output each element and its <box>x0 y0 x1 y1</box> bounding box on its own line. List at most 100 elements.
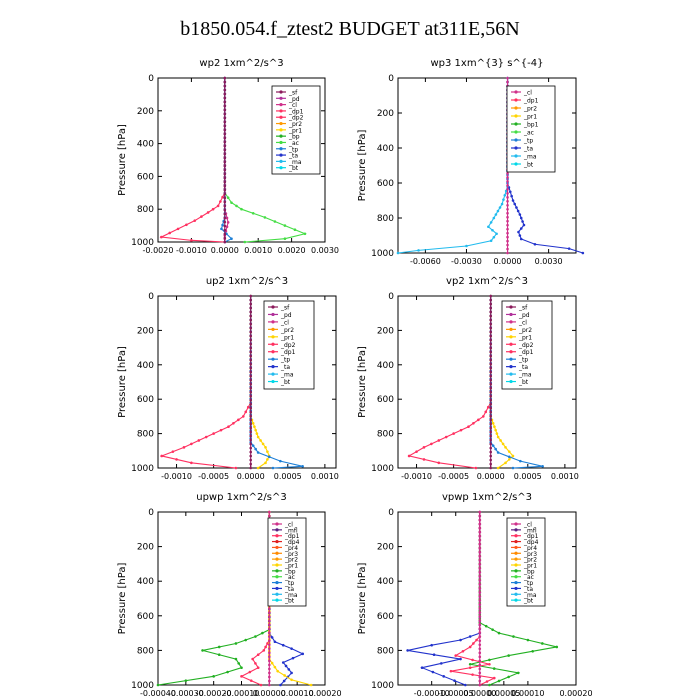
legend-label: _bt <box>523 162 534 169</box>
legend-marker <box>275 592 279 596</box>
legend-label: _pr1 <box>523 114 537 121</box>
series-point <box>273 220 277 223</box>
series-point <box>420 666 424 669</box>
series-point <box>489 462 493 466</box>
series-point <box>478 530 482 534</box>
series-point <box>478 675 482 679</box>
series-point <box>241 415 245 418</box>
series-point <box>502 198 505 201</box>
series-point <box>417 249 420 252</box>
legend-label: _ac <box>523 574 534 581</box>
series-point <box>268 683 271 687</box>
legend-marker <box>275 575 279 579</box>
series-point <box>268 643 271 647</box>
series-point <box>249 454 253 458</box>
series-point <box>256 435 260 439</box>
series-point <box>489 418 493 422</box>
legend-marker <box>509 350 513 354</box>
series-point <box>244 410 248 414</box>
y-tick-label: 600 <box>137 612 154 622</box>
legend-marker <box>509 327 513 331</box>
series-point <box>432 653 436 657</box>
series-point <box>468 666 472 669</box>
series-point <box>268 631 271 634</box>
legend-marker <box>279 128 283 132</box>
series-point <box>478 575 482 578</box>
series-point <box>249 294 253 298</box>
series-point <box>223 212 227 216</box>
series-point <box>249 370 253 374</box>
legend-label: _ma <box>523 592 537 599</box>
x-tick-label: 0.0000 <box>211 246 239 255</box>
series-point <box>478 595 482 598</box>
y-tick-label: 1000 <box>131 238 154 248</box>
series-point <box>282 679 286 683</box>
series-point <box>489 330 493 334</box>
series-point <box>249 302 253 306</box>
series-point <box>489 322 493 326</box>
legend-label: _ta <box>280 364 290 371</box>
series-point <box>493 425 496 429</box>
series-point <box>519 237 523 241</box>
series-point <box>489 326 493 330</box>
series-point <box>270 636 274 639</box>
y-axis-label: Pressure [hPa] <box>117 563 128 635</box>
series-point <box>475 638 478 642</box>
series-point <box>510 194 513 198</box>
series-point <box>491 421 495 425</box>
y-tick-label: 1000 <box>371 464 394 474</box>
series-point <box>506 215 509 219</box>
series-point <box>301 464 304 468</box>
series-point <box>489 386 493 390</box>
series-point <box>506 207 509 211</box>
series-point <box>478 526 482 530</box>
series-point <box>474 466 478 470</box>
series-point <box>431 670 435 674</box>
series-point <box>506 176 509 179</box>
series-point <box>581 251 585 255</box>
series-point <box>468 645 472 649</box>
legend-label: _ta <box>284 586 294 593</box>
series-point <box>484 410 488 414</box>
series-point <box>478 683 482 687</box>
x-tick-label: -0.00010 <box>224 689 260 698</box>
legend-marker <box>279 147 283 151</box>
legend-label: _pr1 <box>284 563 298 570</box>
series-point <box>430 442 433 446</box>
series-point <box>465 244 468 248</box>
series-point <box>491 628 494 631</box>
legend-marker <box>514 557 518 561</box>
series-point <box>478 647 482 651</box>
legend-label: _tp <box>523 138 533 145</box>
series-point <box>223 92 227 96</box>
x-tick-label: -0.0010 <box>161 472 192 481</box>
series-point <box>223 76 227 80</box>
series-point <box>478 583 482 586</box>
series-point <box>511 199 515 202</box>
y-tick-label: 200 <box>137 107 154 117</box>
series-point <box>273 665 277 669</box>
legend-marker <box>275 528 279 532</box>
series-point <box>468 662 472 666</box>
series-point <box>506 211 509 215</box>
legend-marker <box>509 335 513 339</box>
series-point <box>268 619 271 622</box>
panel-title: upwp 1xm^2/s^3 <box>196 492 286 503</box>
series-point <box>467 425 470 429</box>
series-point <box>489 306 493 310</box>
series-point <box>268 663 271 667</box>
series-point <box>521 220 524 223</box>
legend-label: _pr4 <box>523 545 537 552</box>
legend-marker <box>514 146 518 150</box>
series-point <box>489 402 493 406</box>
chart-panel-1: wp2 1xm^2/s^3 Pressure [hPa] 0 200 400 600 800… <box>117 58 339 255</box>
legend-label: _dp2 <box>518 342 534 349</box>
y-tick-label: 800 <box>377 430 394 440</box>
series-point <box>478 635 482 639</box>
series-point <box>223 180 227 184</box>
series-point <box>249 374 253 378</box>
series-point <box>290 647 293 650</box>
series-point <box>439 662 443 665</box>
legend-label: _mfl <box>284 527 298 534</box>
series-point <box>506 219 509 223</box>
